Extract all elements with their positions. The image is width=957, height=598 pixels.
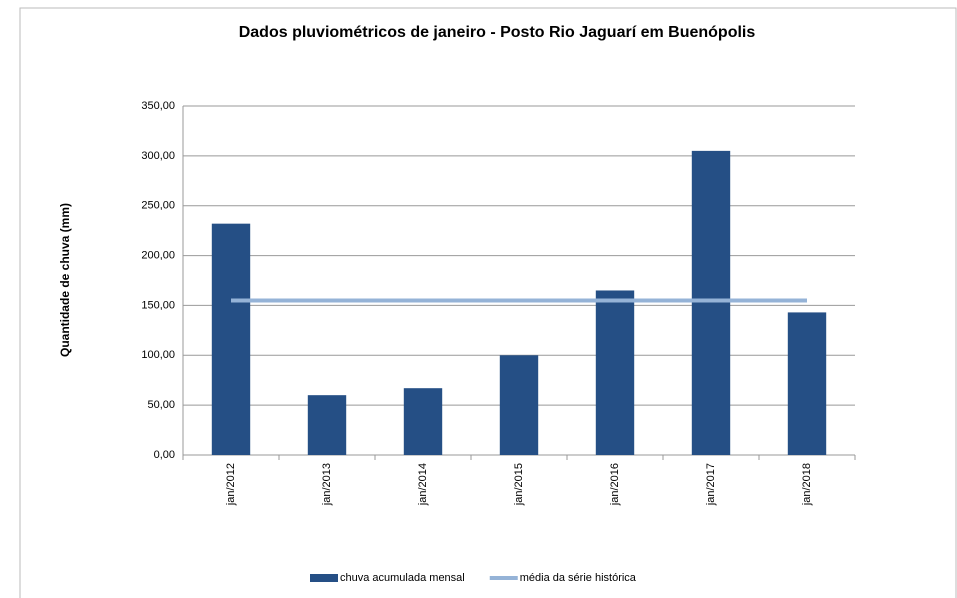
y-tick-label: 50,00 xyxy=(147,399,175,411)
y-tick-label: 0,00 xyxy=(154,449,175,461)
x-tick-label: jan/2012 xyxy=(225,463,237,506)
y-axis-label: Quantidade de chuva (mm) xyxy=(58,203,72,357)
y-tick-label: 200,00 xyxy=(141,249,175,261)
x-tick-label: jan/2014 xyxy=(417,463,429,506)
y-tick-label: 300,00 xyxy=(141,150,175,162)
bar xyxy=(787,312,827,455)
y-tick-label: 250,00 xyxy=(141,200,175,212)
bar xyxy=(595,290,635,455)
x-tick-label: jan/2017 xyxy=(705,463,717,506)
chart-border xyxy=(19,7,957,598)
x-tick-label: jan/2016 xyxy=(609,463,621,506)
bar xyxy=(691,150,731,455)
y-tick-label: 100,00 xyxy=(141,349,175,361)
bar xyxy=(211,223,251,455)
x-tick-label: jan/2015 xyxy=(513,463,525,506)
x-tick-label: jan/2013 xyxy=(321,463,333,506)
legend-label: média da série histórica xyxy=(520,572,637,584)
legend-label: chuva acumulada mensal xyxy=(340,572,465,584)
legend-swatch xyxy=(310,574,338,582)
bar xyxy=(307,395,347,455)
bar xyxy=(499,355,539,455)
bar xyxy=(403,388,443,455)
x-tick-label: jan/2018 xyxy=(801,463,813,506)
y-tick-label: 350,00 xyxy=(141,100,175,112)
y-tick-label: 150,00 xyxy=(141,299,175,311)
chart-title: Dados pluviométricos de janeiro - Posto … xyxy=(239,24,756,41)
